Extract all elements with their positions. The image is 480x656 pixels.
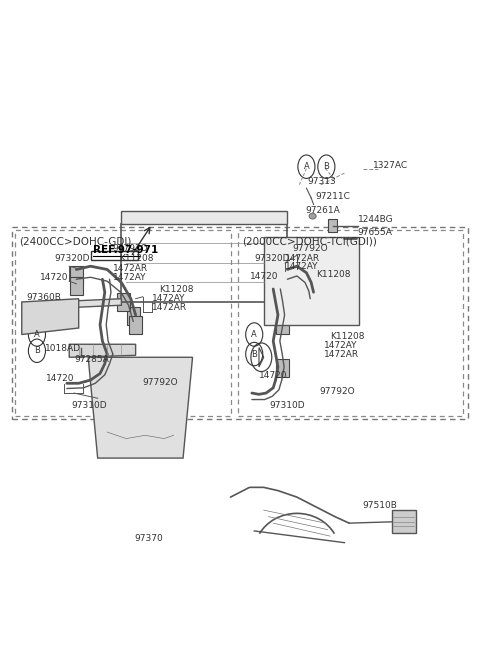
Text: 1327AC: 1327AC	[373, 161, 408, 170]
Text: 97510B: 97510B	[362, 501, 397, 510]
Polygon shape	[259, 348, 264, 367]
Text: 97370: 97370	[135, 533, 163, 543]
Text: 1472AY: 1472AY	[285, 262, 319, 272]
Polygon shape	[392, 510, 416, 533]
FancyBboxPatch shape	[127, 307, 140, 325]
Ellipse shape	[309, 213, 316, 219]
Text: REF.97-971: REF.97-971	[93, 245, 158, 255]
Text: 97792O: 97792O	[143, 378, 179, 386]
Text: 97313: 97313	[307, 177, 336, 186]
FancyBboxPatch shape	[276, 316, 289, 334]
Text: 97310D: 97310D	[269, 401, 305, 410]
Polygon shape	[69, 344, 136, 358]
Text: 1472AY: 1472AY	[113, 273, 146, 282]
Text: A: A	[34, 330, 40, 339]
Text: (2000CC>DOHC-TCI(GDI)): (2000CC>DOHC-TCI(GDI))	[242, 237, 377, 247]
FancyBboxPatch shape	[276, 283, 289, 301]
Text: K11208: K11208	[330, 332, 365, 341]
Text: 97261A: 97261A	[305, 206, 340, 215]
Text: K11208: K11208	[316, 270, 350, 279]
Text: 97792O: 97792O	[320, 387, 355, 396]
Text: 1472AR: 1472AR	[113, 264, 148, 274]
Text: 97211C: 97211C	[315, 192, 350, 201]
Text: 97792O: 97792O	[112, 244, 147, 253]
FancyBboxPatch shape	[117, 293, 131, 311]
Text: 1018AD: 1018AD	[45, 344, 81, 353]
Text: 1472AR: 1472AR	[285, 254, 320, 263]
FancyBboxPatch shape	[276, 359, 289, 377]
Text: 97792O: 97792O	[292, 244, 328, 253]
Text: (2400CC>DOHC-GDI): (2400CC>DOHC-GDI)	[19, 237, 132, 247]
Text: B: B	[34, 346, 40, 356]
Text: 1472AR: 1472AR	[152, 302, 187, 312]
Text: A: A	[303, 162, 309, 171]
FancyBboxPatch shape	[328, 219, 337, 232]
Polygon shape	[121, 211, 288, 224]
Text: 14720: 14720	[40, 274, 68, 283]
Text: 1472AY: 1472AY	[152, 295, 186, 303]
Text: 1244BG: 1244BG	[358, 215, 393, 224]
Polygon shape	[264, 237, 359, 325]
Polygon shape	[22, 298, 79, 335]
Text: 1472AR: 1472AR	[324, 350, 360, 359]
Text: 97310D: 97310D	[72, 401, 107, 410]
Text: 14720: 14720	[259, 371, 288, 380]
Text: B: B	[324, 162, 329, 171]
Text: 97285A: 97285A	[74, 355, 108, 364]
Text: 97655A: 97655A	[358, 228, 393, 237]
Text: 97320D: 97320D	[254, 254, 290, 263]
FancyBboxPatch shape	[129, 316, 142, 334]
Text: 1472AY: 1472AY	[324, 341, 358, 350]
Text: A: A	[252, 330, 257, 339]
FancyBboxPatch shape	[303, 291, 317, 309]
FancyBboxPatch shape	[70, 266, 83, 284]
FancyBboxPatch shape	[303, 281, 317, 299]
Text: 14720: 14720	[250, 272, 278, 281]
FancyBboxPatch shape	[295, 288, 308, 306]
Text: K11208: K11208	[159, 285, 194, 294]
Text: 97360B: 97360B	[26, 293, 61, 302]
Text: 97320D: 97320D	[54, 254, 89, 263]
Polygon shape	[50, 298, 121, 308]
Polygon shape	[88, 358, 192, 458]
Text: K11208: K11208	[119, 254, 154, 263]
FancyBboxPatch shape	[70, 277, 83, 295]
Text: 14720: 14720	[46, 375, 74, 383]
Text: B: B	[252, 350, 257, 359]
